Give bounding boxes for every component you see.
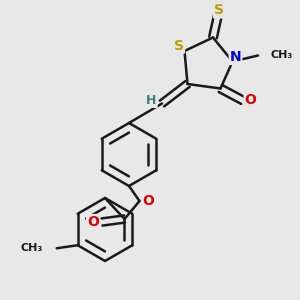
Text: H: H	[146, 94, 157, 107]
Text: CH₃: CH₃	[271, 50, 293, 61]
Text: O: O	[142, 194, 154, 208]
Text: S: S	[174, 39, 184, 52]
Text: CH₃: CH₃	[21, 243, 43, 253]
Text: O: O	[244, 94, 256, 107]
Text: O: O	[87, 215, 99, 229]
Text: N: N	[230, 50, 241, 64]
Text: S: S	[214, 4, 224, 17]
